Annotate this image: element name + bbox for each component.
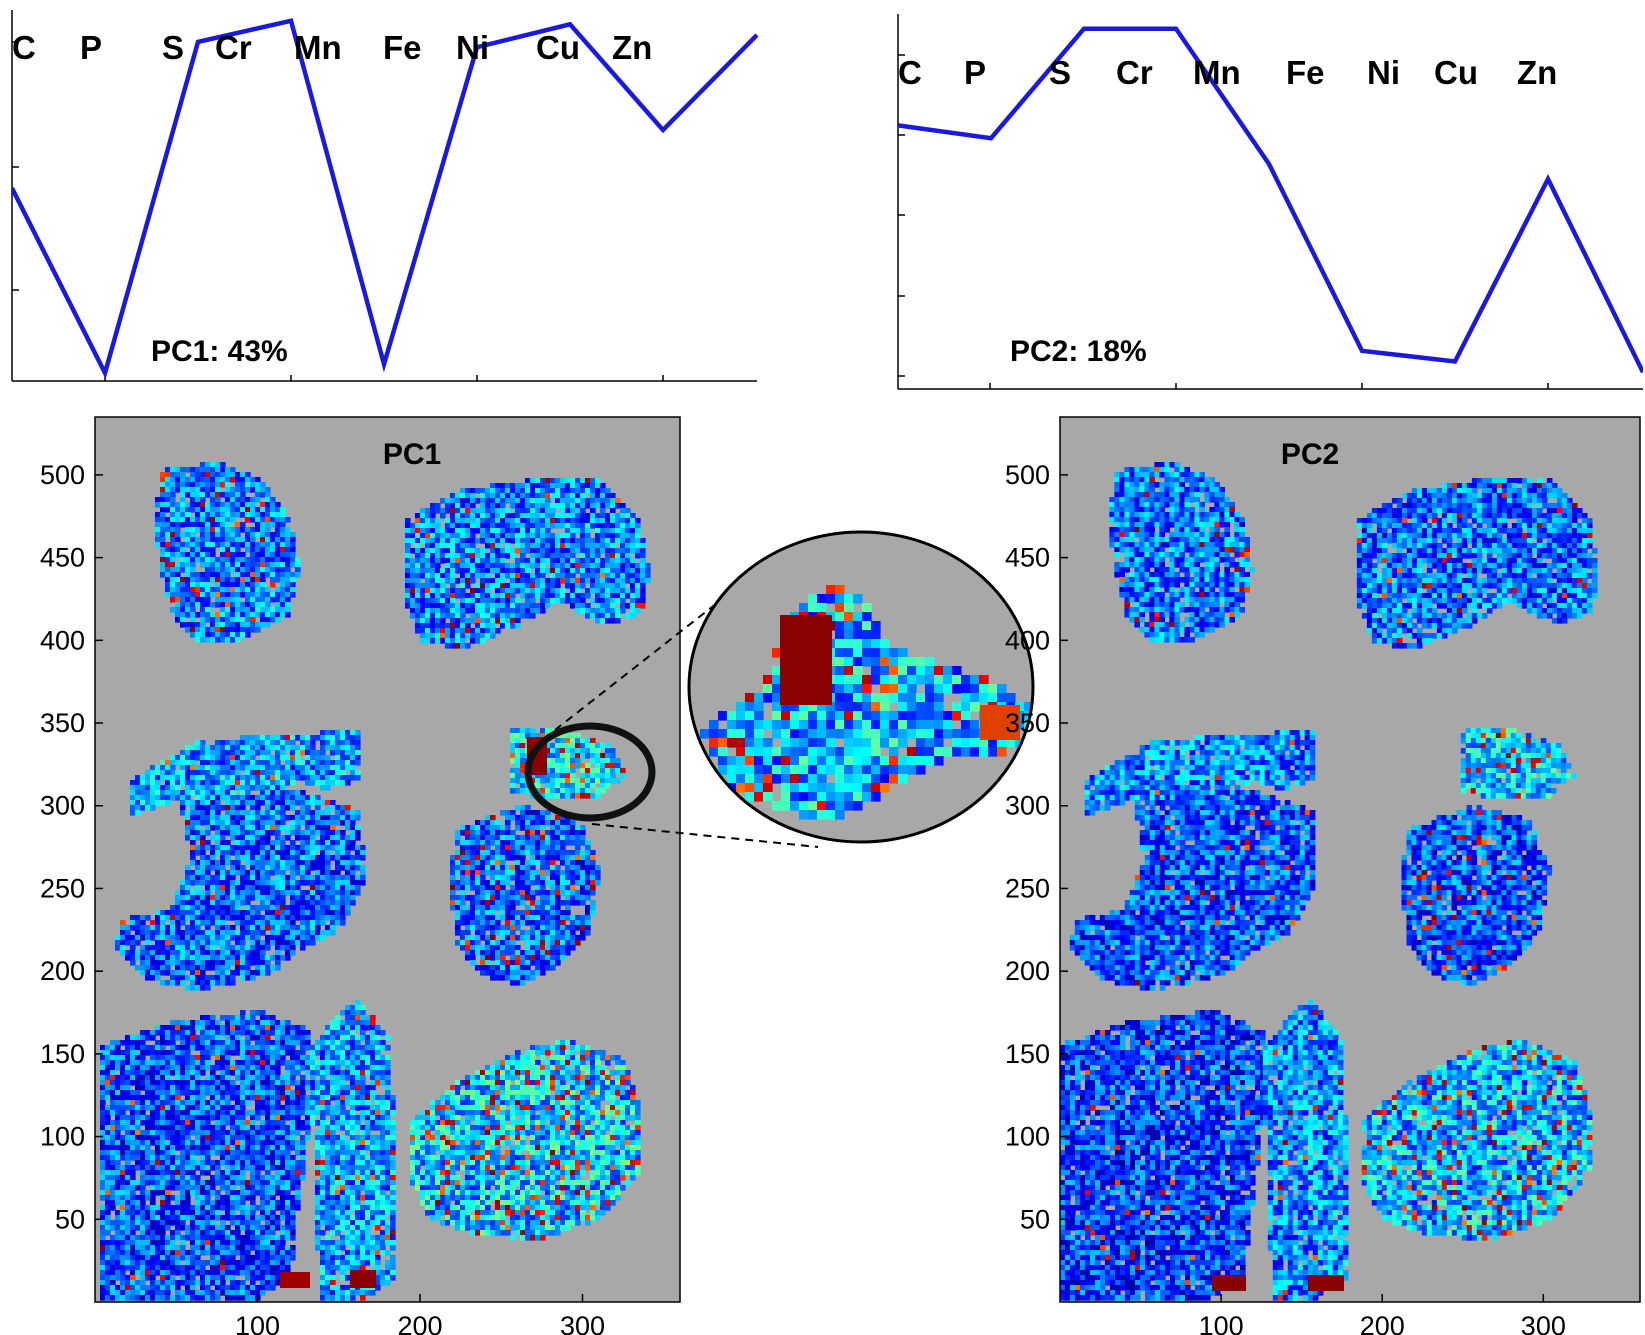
pc2-map-y-tick-label: 350 xyxy=(1005,708,1050,738)
pc1-map-y-tick-label: 50 xyxy=(55,1204,85,1234)
pc1-map-y-tick-label: 100 xyxy=(40,1122,85,1152)
pc1-element-label-p: P xyxy=(80,29,102,66)
pc2-map-y-tick-label: 500 xyxy=(1005,460,1050,490)
pc2-element-label-fe: Fe xyxy=(1286,54,1325,91)
zoom-inset xyxy=(554,530,1035,848)
pc1-map-title: PC1 xyxy=(383,438,441,471)
pc2-element-label-cr: Cr xyxy=(1116,54,1153,91)
pc2-map-y-tick-label: 300 xyxy=(1005,791,1050,821)
pc2-element-label-s: S xyxy=(1049,54,1071,91)
pc2-element-label-ni: Ni xyxy=(1367,54,1400,91)
pc2-map-x-tick-label: 300 xyxy=(1521,1311,1566,1335)
pc1-map-x-tick-label: 100 xyxy=(235,1311,280,1335)
pc2-loading-line xyxy=(897,26,1643,374)
pc1-map-x-tick-label: 300 xyxy=(560,1311,605,1335)
pc1-map-y-tick-label: 150 xyxy=(40,1039,85,1069)
pc1-element-label-s: S xyxy=(162,29,184,66)
pc2-map-y-tick-label: 200 xyxy=(1005,956,1050,986)
pc2-map-y-tick-label: 150 xyxy=(1005,1039,1050,1069)
pc1-loading-line xyxy=(12,18,758,380)
pc2-score-map: 100 200 300 50 100 150 200 250 300 350 400 450 500 P… xyxy=(1005,416,1641,1335)
pc1-element-label-zn: Zn xyxy=(612,29,652,66)
pc2-element-label-mn: Mn xyxy=(1193,54,1241,91)
pc2-element-label-c: C xyxy=(898,54,922,91)
pc1-map-x-tick-label: 200 xyxy=(397,1311,442,1335)
pc1-map-y-tick-label: 400 xyxy=(40,625,85,655)
pc2-loading-plot: C P S Cr Mn Fe Ni Cu Zn PC2: 18% xyxy=(897,14,1643,390)
pc1-map-y-tick-label: 450 xyxy=(40,543,85,573)
pc1-element-label-cr: Cr xyxy=(215,29,252,66)
pc2-element-label-p: P xyxy=(964,54,986,91)
pc1-map-y-tick-label: 250 xyxy=(40,873,85,903)
pc2-map-title: PC2 xyxy=(1281,438,1339,471)
pc2-map-y-tick-label: 100 xyxy=(1005,1122,1050,1152)
zoom-circle xyxy=(524,722,656,822)
pc1-element-label-fe: Fe xyxy=(383,29,422,66)
pc1-element-label-cu: Cu xyxy=(536,29,580,66)
pc2-map-x-tick-label: 200 xyxy=(1360,1311,1405,1335)
pc1-map-y-tick-label: 350 xyxy=(40,708,85,738)
pc2-element-label-zn: Zn xyxy=(1517,54,1557,91)
pc2-variance-label: PC2: 18% xyxy=(1010,335,1147,368)
pc2-map-y-tick-label: 50 xyxy=(1020,1204,1050,1234)
pc2-map-y-tick-label: 400 xyxy=(1005,625,1050,655)
pc1-element-label-c: C xyxy=(12,29,36,66)
pc2-map-x-tick-label: 100 xyxy=(1199,1311,1244,1335)
pc1-loading-plot: C P S Cr Mn Fe Ni Cu Zn PC1: 43% xyxy=(11,10,758,382)
pc1-element-label-mn: Mn xyxy=(294,29,342,66)
pc1-variance-label: PC1: 43% xyxy=(151,335,288,368)
pc2-map-y-tick-label: 450 xyxy=(1005,543,1050,573)
pc1-map-y-tick-label: 200 xyxy=(40,956,85,986)
pc2-map-y-tick-label: 250 xyxy=(1005,873,1050,903)
pc1-score-map: 100 200 300 50 100 150 200 250 300 350 400 450 500 P… xyxy=(40,416,681,1335)
pc1-element-label-ni: Ni xyxy=(456,29,489,66)
pc1-map-y-tick-label: 300 xyxy=(40,791,85,821)
pc2-element-label-cu: Cu xyxy=(1434,54,1478,91)
pc1-map-y-tick-label: 500 xyxy=(40,460,85,490)
